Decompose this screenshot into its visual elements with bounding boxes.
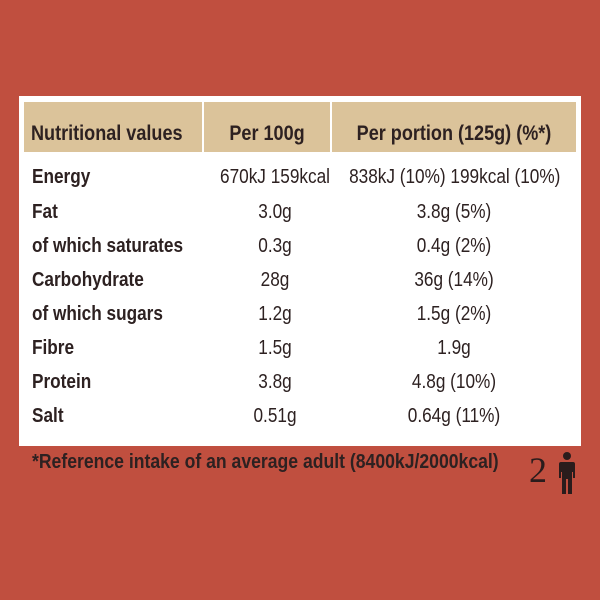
row-per-100g: 0.3g — [258, 235, 292, 257]
servings-count: 2 — [529, 450, 547, 490]
row-per-100g: 1.2g — [258, 303, 292, 325]
table-row: Protein 3.8g 4.8g (10%) — [19, 368, 581, 401]
row-label: Carbohydrate — [32, 269, 144, 291]
row-per-100g: 3.0g — [258, 201, 292, 223]
table-row: Carbohydrate 28g 36g (14%) — [19, 266, 581, 299]
row-per-portion: 0.4g (2%) — [416, 235, 492, 257]
table-row: Fibre 1.5g 1.9g — [19, 334, 581, 367]
row-per-100g: 0.51g — [253, 405, 297, 427]
row-per-portion: 0.64g (11%) — [407, 405, 501, 427]
row-label: Salt — [32, 405, 64, 427]
table-header: Nutritional values Per 100g Per portion … — [24, 102, 576, 152]
row-per-100g: 670kJ 159kcal — [220, 166, 330, 188]
table-row: Energy 670kJ 159kcal 838kJ (10%) 199kcal… — [19, 163, 581, 196]
row-per-100g: 1.5g — [258, 337, 292, 359]
row-per-100g: 3.8g — [258, 371, 292, 393]
row-label: Energy — [32, 166, 91, 188]
row-per-portion: 4.8g (10%) — [411, 371, 497, 393]
table-row: Fat 3.0g 3.8g (5%) — [19, 198, 581, 231]
row-per-100g: 28g — [260, 269, 290, 291]
row-per-portion: 1.5g (2%) — [416, 303, 492, 325]
header-nutritional-values: Nutritional values — [31, 122, 183, 145]
header-divider — [202, 102, 204, 152]
row-per-portion: 838kJ (10%) 199kcal (10%) — [349, 166, 561, 188]
row-label: of which sugars — [32, 303, 163, 325]
row-label: of which saturates — [32, 235, 184, 257]
header-per-portion: Per portion (125g) (%*) — [356, 122, 552, 145]
nutrition-table: Nutritional values Per 100g Per portion … — [19, 96, 581, 446]
header-per-100g: Per 100g — [229, 122, 305, 145]
table-row: of which saturates 0.3g 0.4g (2%) — [19, 232, 581, 265]
row-label: Fat — [32, 201, 58, 223]
table-row: Salt 0.51g 0.64g (11%) — [19, 402, 581, 435]
table-row: of which sugars 1.2g 1.5g (2%) — [19, 300, 581, 333]
person-icon — [559, 452, 575, 494]
header-divider — [330, 102, 332, 152]
row-per-portion: 1.9g — [437, 337, 471, 359]
row-per-portion: 36g (14%) — [414, 269, 494, 291]
reference-intake-footnote: *Reference intake of an average adult (8… — [32, 451, 499, 473]
row-label: Fibre — [32, 337, 75, 359]
row-per-portion: 3.8g (5%) — [416, 201, 492, 223]
row-label: Protein — [32, 371, 92, 393]
